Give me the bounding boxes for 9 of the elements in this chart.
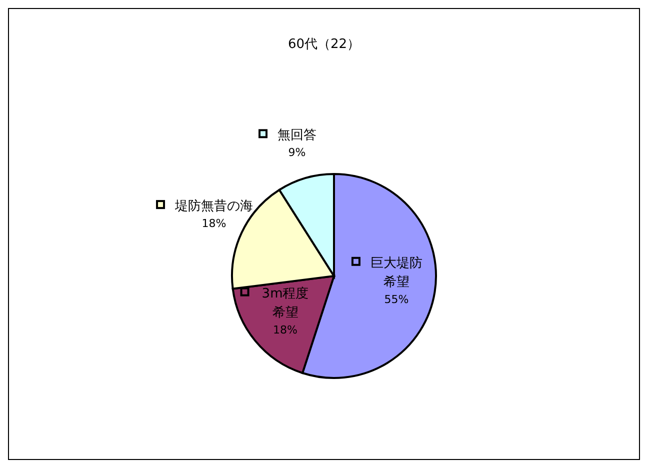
chart-title: 60代（22） — [286, 36, 362, 53]
legend-label: 3m程度希望 — [262, 285, 309, 320]
data-label: 18% — [273, 323, 298, 336]
data-label: 9% — [288, 146, 306, 160]
legend-label: 巨大堤防希望 — [370, 256, 422, 290]
data-label: 55% — [384, 292, 409, 306]
legend-label: 無回答 — [278, 128, 317, 144]
legend-label: 堤防無昔の海 — [174, 199, 254, 214]
data-label: 18% — [202, 217, 226, 230]
